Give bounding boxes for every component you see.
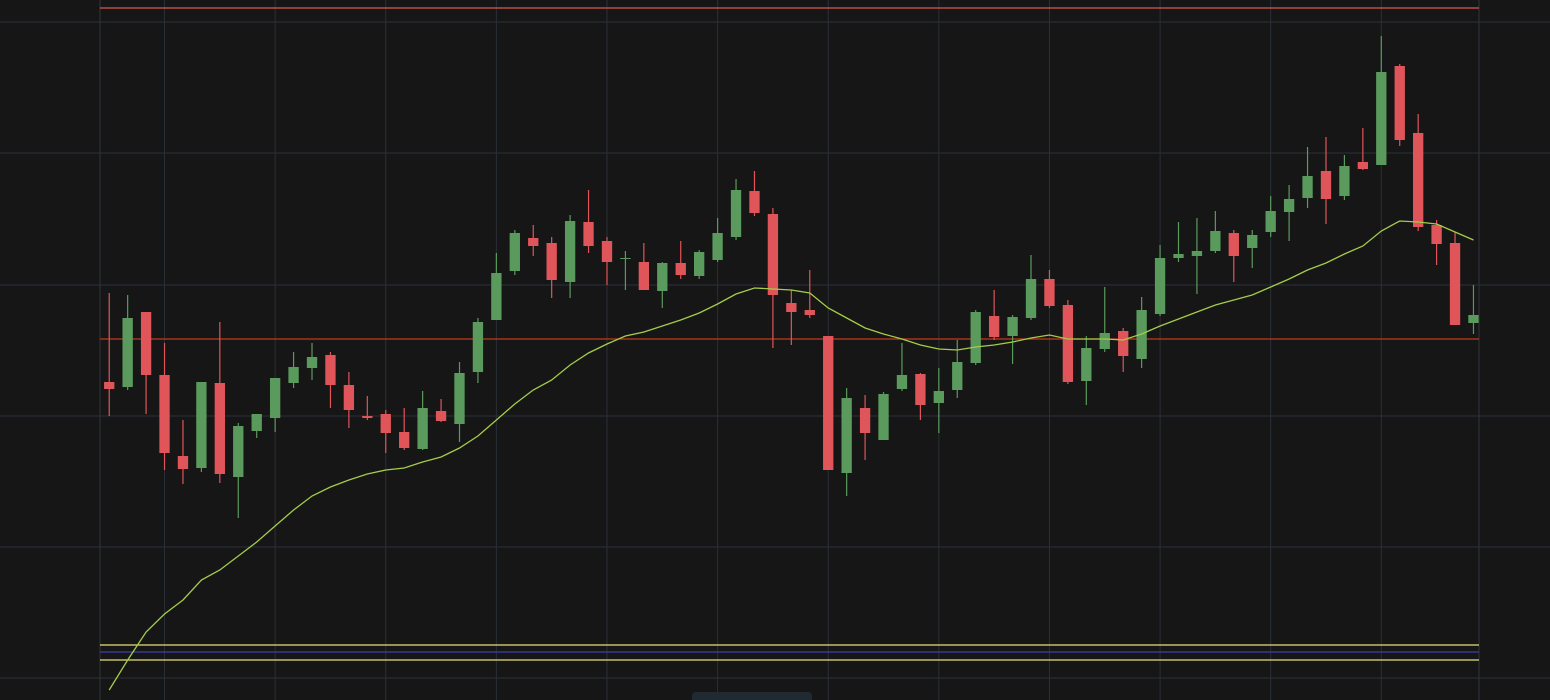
candle-body <box>1265 211 1276 232</box>
candle-body <box>1228 233 1239 256</box>
candle-body <box>1247 235 1258 248</box>
candle-body <box>767 214 779 295</box>
candle-body <box>823 336 834 470</box>
candle-body <box>233 426 244 477</box>
candle-body <box>1302 176 1313 198</box>
candle-body <box>749 191 760 213</box>
candle-body <box>399 432 410 448</box>
candle-body <box>933 391 944 403</box>
candle-body <box>122 318 133 387</box>
candle-body <box>804 310 815 315</box>
candle-body <box>1357 162 1369 169</box>
candle-body <box>638 262 650 290</box>
candle-body <box>362 416 373 418</box>
candle-body <box>1099 333 1110 349</box>
candle-body <box>1191 251 1203 256</box>
candle-body <box>1320 171 1332 199</box>
candle-body <box>1173 254 1184 258</box>
candle-body <box>380 414 391 433</box>
candle-body <box>620 258 631 259</box>
candle-body <box>878 394 889 440</box>
candle-body <box>1062 305 1074 382</box>
candle-body <box>841 398 852 473</box>
candle-body <box>988 316 1000 337</box>
candle-body <box>251 414 262 431</box>
candle-body <box>601 241 613 262</box>
candle-body <box>583 222 594 246</box>
candle-body <box>1081 348 1092 381</box>
candle-body <box>952 362 963 390</box>
candle-body <box>269 378 281 418</box>
candle-body <box>325 355 336 385</box>
candle-body <box>196 382 207 468</box>
candle-body <box>472 322 484 372</box>
candle-body <box>1468 315 1479 323</box>
candle-body <box>694 252 705 276</box>
candle-body <box>454 373 465 424</box>
candle-body <box>288 367 299 383</box>
candle-body <box>675 263 686 275</box>
candle-body <box>417 408 428 449</box>
candle-body <box>1210 231 1221 251</box>
candle-body <box>1283 199 1295 212</box>
candle-body <box>546 243 557 280</box>
candle-body <box>491 273 502 320</box>
candle-body <box>435 411 447 421</box>
candle-body <box>528 238 539 246</box>
moving-average-line <box>108 220 1474 691</box>
candle-body <box>896 375 908 389</box>
candle-body <box>730 190 742 237</box>
candle-body <box>564 221 576 282</box>
plot-area <box>100 7 1479 691</box>
scroll-button[interactable] <box>692 692 812 700</box>
candle-body <box>1044 279 1055 306</box>
candle-body <box>343 385 355 410</box>
candle-body <box>1025 279 1037 318</box>
candle-body <box>140 312 152 375</box>
candle-body <box>859 408 871 433</box>
candle-body <box>1118 331 1129 356</box>
candle-body <box>159 375 170 453</box>
candle-body <box>1154 258 1166 314</box>
candle-body <box>214 383 225 474</box>
candle-body <box>1431 225 1442 244</box>
candle-body <box>786 303 797 312</box>
candle-body <box>1376 72 1387 165</box>
candle-body <box>915 374 926 405</box>
candle-body <box>657 263 668 291</box>
candle-body <box>306 357 318 368</box>
candle-body <box>712 233 723 260</box>
candle-body <box>104 382 115 389</box>
candle-body <box>509 233 520 271</box>
candle-body <box>1449 243 1461 325</box>
candle-body <box>1007 317 1018 336</box>
candle-body <box>1412 133 1424 227</box>
candle-body <box>970 312 981 363</box>
candle-body <box>1394 66 1405 140</box>
candle-body <box>1339 166 1350 196</box>
candle-body <box>177 456 189 469</box>
